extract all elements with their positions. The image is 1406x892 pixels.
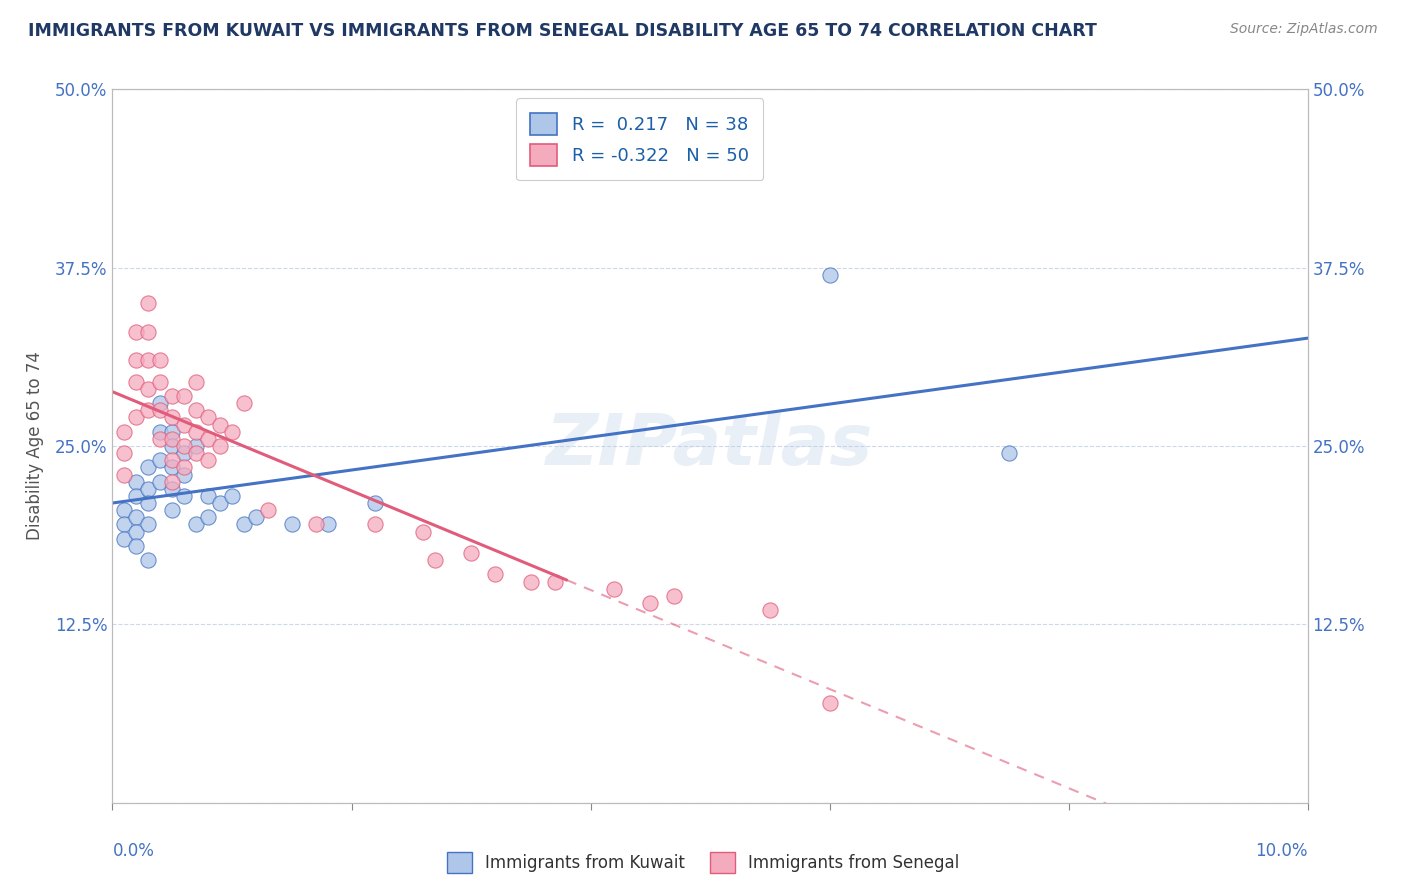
Point bbox=[173, 467, 195, 482]
Point bbox=[162, 482, 183, 496]
Point bbox=[233, 517, 256, 532]
Point bbox=[364, 517, 387, 532]
Point bbox=[543, 574, 565, 589]
Y-axis label: Disability Age 65 to 74: Disability Age 65 to 74 bbox=[25, 351, 44, 541]
Point bbox=[173, 417, 195, 432]
Point bbox=[125, 375, 148, 389]
Point bbox=[316, 517, 339, 532]
Point bbox=[818, 268, 841, 282]
Point bbox=[149, 475, 172, 489]
Point bbox=[149, 403, 172, 417]
Point bbox=[197, 489, 219, 503]
Point bbox=[125, 410, 148, 425]
Point bbox=[197, 453, 219, 467]
Point bbox=[125, 475, 148, 489]
Point bbox=[149, 432, 172, 446]
Point bbox=[998, 446, 1021, 460]
Point bbox=[162, 425, 183, 439]
Point bbox=[138, 482, 160, 496]
Point bbox=[197, 410, 219, 425]
Point bbox=[412, 524, 434, 539]
Point bbox=[186, 375, 208, 389]
Point bbox=[173, 446, 195, 460]
Point bbox=[162, 432, 183, 446]
Point bbox=[162, 410, 183, 425]
Point bbox=[209, 417, 232, 432]
Point bbox=[173, 439, 195, 453]
Point bbox=[114, 517, 135, 532]
Point bbox=[186, 425, 208, 439]
Point bbox=[138, 403, 160, 417]
Point bbox=[245, 510, 267, 524]
Point bbox=[186, 439, 208, 453]
Point bbox=[520, 574, 543, 589]
Point bbox=[125, 524, 148, 539]
Point bbox=[149, 375, 172, 389]
Point bbox=[162, 460, 183, 475]
Point bbox=[162, 453, 183, 467]
Point bbox=[114, 532, 135, 546]
Point bbox=[162, 389, 183, 403]
Point bbox=[209, 439, 232, 453]
Point bbox=[221, 489, 243, 503]
Point bbox=[233, 396, 256, 410]
Point bbox=[173, 489, 195, 503]
Point bbox=[138, 382, 160, 396]
Point bbox=[114, 425, 135, 439]
Point bbox=[484, 567, 506, 582]
Point bbox=[640, 596, 662, 610]
Point bbox=[138, 325, 160, 339]
Point bbox=[603, 582, 626, 596]
Point bbox=[138, 296, 160, 310]
Point bbox=[186, 446, 208, 460]
Point bbox=[209, 496, 232, 510]
Point bbox=[138, 496, 160, 510]
Point bbox=[257, 503, 280, 517]
Point bbox=[221, 425, 243, 439]
Point bbox=[149, 353, 172, 368]
Point bbox=[197, 510, 219, 524]
Point bbox=[125, 510, 148, 524]
Point bbox=[186, 517, 208, 532]
Text: Source: ZipAtlas.com: Source: ZipAtlas.com bbox=[1230, 22, 1378, 37]
Point bbox=[664, 589, 686, 603]
Point bbox=[125, 489, 148, 503]
Text: 10.0%: 10.0% bbox=[1256, 842, 1308, 860]
Point bbox=[149, 453, 172, 467]
Point bbox=[149, 396, 172, 410]
Point bbox=[173, 389, 195, 403]
Point bbox=[125, 325, 148, 339]
Point bbox=[364, 496, 387, 510]
Point bbox=[818, 696, 841, 710]
Point bbox=[149, 425, 172, 439]
Point bbox=[114, 446, 135, 460]
Text: ZIPatlas: ZIPatlas bbox=[547, 411, 873, 481]
Text: 0.0%: 0.0% bbox=[112, 842, 155, 860]
Point bbox=[162, 475, 183, 489]
Point bbox=[162, 503, 183, 517]
Point bbox=[305, 517, 328, 532]
Point bbox=[173, 460, 195, 475]
Legend: R =  0.217   N = 38, R = -0.322   N = 50: R = 0.217 N = 38, R = -0.322 N = 50 bbox=[516, 98, 763, 180]
Point bbox=[197, 432, 219, 446]
Text: IMMIGRANTS FROM KUWAIT VS IMMIGRANTS FROM SENEGAL DISABILITY AGE 65 TO 74 CORREL: IMMIGRANTS FROM KUWAIT VS IMMIGRANTS FRO… bbox=[28, 22, 1097, 40]
Point bbox=[281, 517, 304, 532]
Point bbox=[138, 460, 160, 475]
Point bbox=[138, 517, 160, 532]
Point bbox=[460, 546, 482, 560]
Point bbox=[186, 403, 208, 417]
Legend: Immigrants from Kuwait, Immigrants from Senegal: Immigrants from Kuwait, Immigrants from … bbox=[440, 846, 966, 880]
Point bbox=[138, 553, 160, 567]
Point bbox=[114, 503, 135, 517]
Point bbox=[425, 553, 447, 567]
Point bbox=[114, 467, 135, 482]
Point bbox=[162, 439, 183, 453]
Point bbox=[138, 353, 160, 368]
Point bbox=[125, 539, 148, 553]
Point bbox=[125, 353, 148, 368]
Point bbox=[759, 603, 782, 617]
